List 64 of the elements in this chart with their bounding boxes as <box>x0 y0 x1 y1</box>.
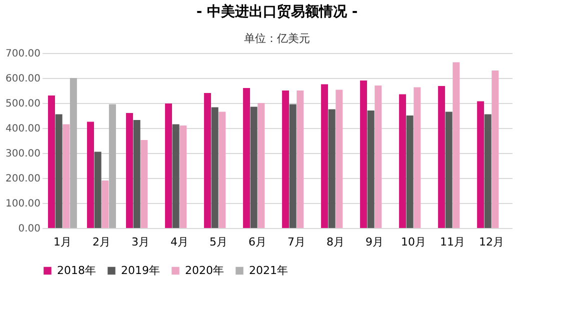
x-tick-label: 4月 <box>170 236 188 248</box>
bar <box>484 114 492 228</box>
bar <box>452 62 460 228</box>
bar <box>445 112 452 228</box>
x-tick-label: 6月 <box>248 236 266 248</box>
x-tick-label: 9月 <box>366 236 384 248</box>
bar <box>367 110 374 228</box>
bar <box>321 84 328 228</box>
bar <box>55 114 62 228</box>
x-tick-label: 11月 <box>440 236 466 248</box>
x-tick-label: 8月 <box>326 236 345 248</box>
bar <box>180 126 187 228</box>
x-tick-label: 3月 <box>131 236 150 248</box>
bar <box>477 101 484 228</box>
x-tick-label: 10月 <box>401 236 426 248</box>
y-tick-label: 0.00 <box>18 224 40 234</box>
y-tick-label: 500.00 <box>6 98 40 110</box>
bar <box>70 78 77 228</box>
legend-label: 2019年 <box>121 264 160 277</box>
bar <box>360 80 368 228</box>
bar <box>282 90 290 228</box>
bar <box>399 94 406 228</box>
bar <box>172 124 180 228</box>
x-tick-label: 7月 <box>288 236 306 248</box>
bar <box>243 88 250 228</box>
bar <box>87 122 94 228</box>
x-tick-label: 5月 <box>209 236 228 248</box>
chart-subtitle: 单位：亿美元 <box>244 32 310 45</box>
legend-label: 2021年 <box>249 264 288 277</box>
bar <box>94 152 102 228</box>
legend-label: 2020年 <box>185 264 224 277</box>
bar <box>406 116 414 228</box>
y-tick-label: 100.00 <box>6 198 40 210</box>
bar <box>48 96 56 228</box>
y-tick-label: 700.00 <box>6 48 40 60</box>
bar <box>133 120 140 228</box>
bar <box>296 90 304 228</box>
chart-title: - 中美进出口贸易额情况 - <box>196 3 358 20</box>
bar <box>250 106 258 228</box>
x-tick-label: 12月 <box>479 236 504 248</box>
bar <box>62 124 70 228</box>
x-tick-label: 2月 <box>92 236 110 248</box>
bar <box>108 104 116 228</box>
bar <box>140 140 148 228</box>
bar <box>492 70 499 228</box>
bar <box>438 86 446 228</box>
y-tick-label: 200.00 <box>6 174 40 184</box>
bar <box>258 103 265 228</box>
bar <box>211 107 218 228</box>
bar <box>328 109 336 228</box>
bar <box>204 93 212 228</box>
y-tick-label: 400.00 <box>6 124 40 134</box>
legend-label: 2018年 <box>57 264 96 277</box>
bar <box>414 87 421 228</box>
bar <box>126 113 134 228</box>
y-tick-label: 600.00 <box>6 74 40 84</box>
y-tick-label: 300.00 <box>6 148 40 160</box>
x-tick-label: 1月 <box>53 236 72 248</box>
bar <box>336 90 343 228</box>
bar <box>289 104 296 228</box>
bar <box>218 112 226 228</box>
bar <box>165 104 172 228</box>
bar <box>102 180 109 228</box>
bar <box>374 86 382 228</box>
